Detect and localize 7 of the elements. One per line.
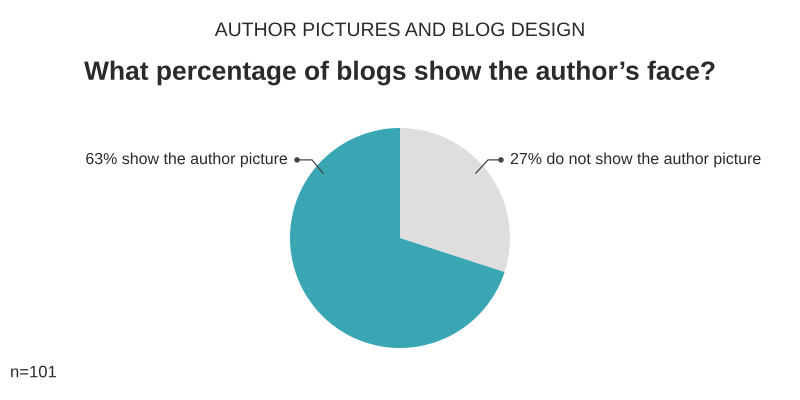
text: n=101 (11, 366, 56, 378)
pie-slice (290, 128, 505, 348)
slice-label: 63% show the author picture (86, 152, 288, 168)
chart-subtitle: AUTHOR PICTURES AND BLOG DESIGN (214, 22, 584, 36)
pie-slice (400, 128, 510, 272)
chart-title: What percentage of blogs show the author’s face? (84, 60, 714, 86)
slice-label: 27% do not show the author picture (510, 152, 761, 168)
